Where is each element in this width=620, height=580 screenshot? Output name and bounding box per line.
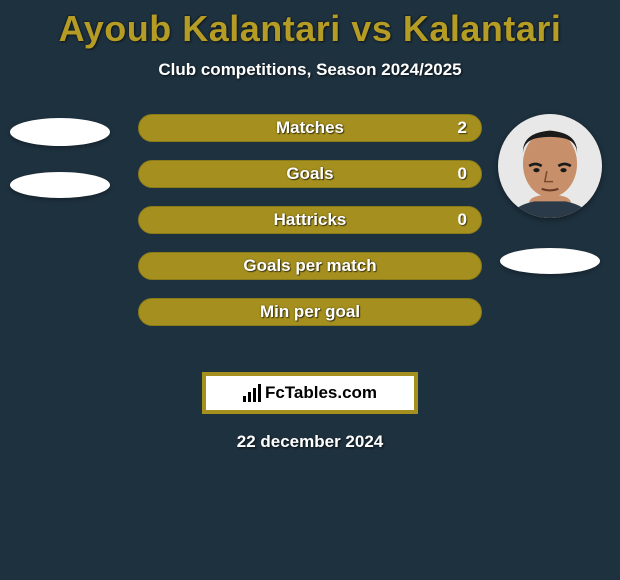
subtitle: Club competitions, Season 2024/2025	[0, 60, 620, 80]
avatar-right	[498, 114, 602, 218]
brand-box: FcTables.com	[202, 372, 418, 414]
avatar-right-svg	[498, 114, 602, 218]
stat-bar-value: 0	[458, 164, 467, 184]
comparison-area: Matches 2 Goals 0 Hattricks 0 Goals per match M…	[0, 114, 620, 354]
date-text: 22 december 2024	[0, 432, 620, 452]
avatar-left	[10, 118, 110, 146]
stat-bar-value: 0	[458, 210, 467, 230]
stat-bar-min-per-goal: Min per goal	[138, 298, 482, 326]
club-badge-left	[10, 172, 110, 198]
stat-bar-label: Goals per match	[243, 256, 376, 276]
club-badge-right	[500, 248, 600, 274]
stat-bar-hattricks: Hattricks 0	[138, 206, 482, 234]
stat-bars: Matches 2 Goals 0 Hattricks 0 Goals per match M…	[138, 114, 482, 326]
stat-bar-goals-per-match: Goals per match	[138, 252, 482, 280]
stat-bar-matches: Matches 2	[138, 114, 482, 142]
brand-text: FcTables.com	[265, 383, 377, 403]
stat-bar-goals: Goals 0	[138, 160, 482, 188]
page-title: Ayoub Kalantari vs Kalantari	[0, 0, 620, 50]
stat-bar-label: Hattricks	[274, 210, 347, 230]
avatar-eye	[560, 168, 566, 172]
player-left	[0, 114, 120, 198]
stat-bar-label: Goals	[286, 164, 333, 184]
player-right	[490, 114, 610, 274]
brand-chart-icon	[243, 384, 261, 402]
content-root: Ayoub Kalantari vs Kalantari Club compet…	[0, 0, 620, 452]
stat-bar-label: Matches	[276, 118, 344, 138]
stat-bar-value: 2	[458, 118, 467, 138]
avatar-eye	[533, 168, 539, 172]
stat-bar-label: Min per goal	[260, 302, 360, 322]
